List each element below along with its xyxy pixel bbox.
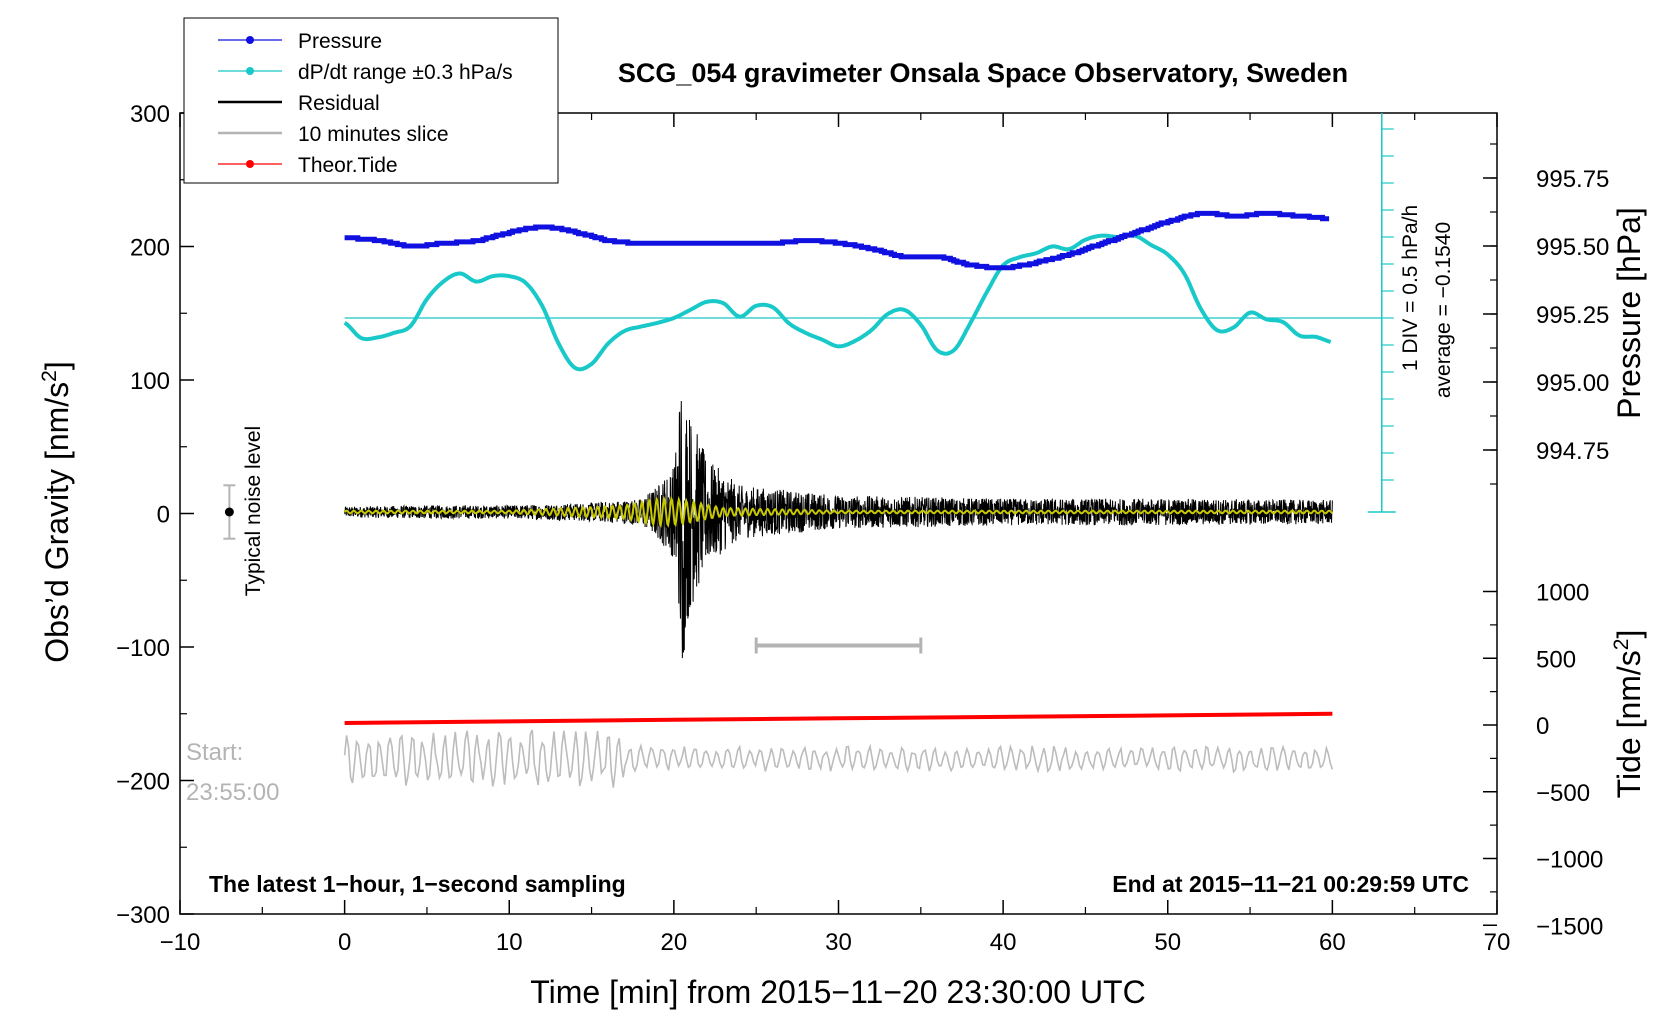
legend-label: Residual [298,92,380,115]
y-pressure-tick-label: 994.75 [1536,438,1609,465]
legend-label: dP/dt range ±0.3 hPa/s [298,61,513,84]
y-pressure-tick-label: 995.00 [1536,370,1609,397]
y-left-axis-label: Obs’d Gravity [nm/s2] [38,361,75,663]
y-axis-left: 300 200 100 0 −100 −200 −300 [116,101,194,929]
filtered-residual-line [343,495,1334,529]
typical-noise-label: Typical noise level [242,426,265,596]
legend-marker [246,36,254,44]
chart-title: SCG_054 gravimeter Onsala Space Observat… [618,58,1348,88]
y-tide-tick-label: 1000 [1536,580,1589,607]
annotation-end-time: End at 2015−11−21 00:29:59 UTC [1112,871,1469,897]
y-left-tick-label: 300 [130,101,170,128]
y-axis-tide: 1000 500 0 −500 −1000 −1500 [1483,580,1603,940]
x-tick-label: 30 [825,929,852,956]
legend-box [183,17,559,184]
y-left-tick-label: 0 [157,502,170,529]
pressure-line [344,210,1330,271]
legend: Pressure dP/dt range ±0.3 hPa/s Residual 10… [183,17,559,184]
x-axis: −10 0 10 20 30 40 50 60 70 [160,113,1511,956]
ten-minute-slice [343,729,1334,788]
dpdt-line [343,233,1332,372]
theoretical-tide-line [344,711,1333,725]
y-left-tick-label: −100 [116,635,170,662]
dpdt-scale-bar [1367,113,1396,513]
slice-line [343,729,1334,788]
y-left-tick-label: 100 [130,368,170,395]
y-pressure-axis-label: Pressure [hPa] [1611,207,1647,419]
y-tide-tick-label: 500 [1536,646,1576,673]
dpdt-scale-label: 1 DIV = 0.5 hPa/h [1399,205,1422,371]
y-pressure-tick-label: 995.25 [1536,302,1609,329]
y-tide-tick-label: −1000 [1536,847,1603,874]
slice-start-label: Start: [186,739,243,766]
noise-center-dot [224,507,234,517]
annotation-sampling: The latest 1−hour, 1−second sampling [209,871,626,897]
legend-marker [246,67,254,75]
legend-marker [246,160,254,168]
x-tick-label: 50 [1154,929,1181,956]
legend-label: Theor.Tide [298,154,398,177]
x-tick-label: 60 [1319,929,1346,956]
x-tick-label: 10 [496,929,523,956]
x-tick-label: −10 [160,929,201,956]
dpdt-average-label: average = −0.1540 [1432,222,1455,398]
legend-label: Pressure [298,30,382,53]
x-tick-label: 20 [661,929,688,956]
typical-noise-marker [223,484,236,540]
slice-start-time: 23:55:00 [186,779,279,806]
x-tick-label: 40 [990,929,1017,956]
x-tick-label: 70 [1484,929,1511,956]
y-left-tick-label: 200 [130,235,170,262]
residual-line [344,400,1333,659]
y-left-tick-label: −200 [116,769,170,796]
y-tide-axis-label: Tide [nm/s2] [1610,630,1647,799]
x-axis-label: Time [min] from 2015−11−20 23:30:00 UTC [530,974,1145,1010]
y-pressure-tick-label: 995.75 [1536,166,1609,193]
x-tick-label: 0 [338,929,351,956]
legend-label: 10 minutes slice [298,123,449,146]
y-left-tick-label: −300 [116,902,170,929]
y-axis-pressure: 995.75 995.50 995.25 995.00 994.75 [1483,143,1609,485]
y-pressure-tick-label: 995.50 [1536,234,1609,261]
y-tide-tick-label: −1500 [1536,913,1603,940]
y-tide-tick-label: −500 [1536,780,1590,807]
y-tide-tick-label: 0 [1536,713,1549,740]
